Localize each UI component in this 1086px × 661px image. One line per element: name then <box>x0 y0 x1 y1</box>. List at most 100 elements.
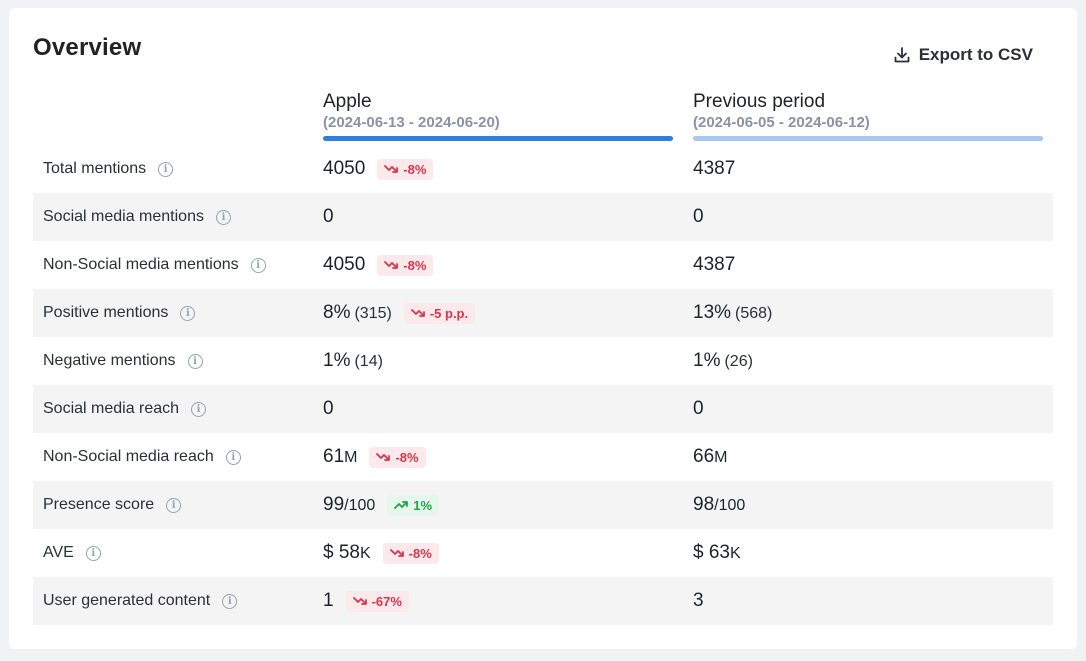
table-row: Positive mentions i 8% (315) -5 p.p. 13% (568) <box>33 289 1053 337</box>
column-header-current: Apple (2024-06-13 - 2024-06-20) <box>323 91 673 141</box>
previous-value: 4387 <box>693 158 735 180</box>
current-value-unit: K <box>359 545 371 562</box>
info-icon[interactable]: i <box>215 209 231 225</box>
previous-value-main: 4387 <box>693 254 736 275</box>
current-value: 4050 <box>323 158 365 180</box>
metric-label: Non-Social media mentions i <box>43 256 266 274</box>
info-icon[interactable]: i <box>191 401 207 417</box>
metric-label-text: Non-Social media reach <box>43 448 214 465</box>
download-icon <box>893 46 911 64</box>
trend-down-icon <box>384 164 399 174</box>
change-value: 1% <box>413 497 433 513</box>
previous-value: 0 <box>693 206 704 228</box>
table-row: User generated content i 1 -67% 3 <box>33 577 1053 625</box>
metrics-table: Total mentions i 4050 -8% 4387 Social media m… <box>33 145 1053 625</box>
previous-value-cell: 3 <box>693 590 704 612</box>
overview-card: Overview Export to CSV Apple (2024-06-13… <box>9 8 1077 649</box>
previous-value-main: 3 <box>693 590 704 611</box>
previous-value-cell: $ 63K <box>693 542 741 564</box>
current-value-main: 0 <box>323 398 334 419</box>
change-badge: -8% <box>369 446 426 468</box>
change-value: -8% <box>403 257 427 273</box>
metric-label: Social media reach i <box>43 400 207 418</box>
trend-up-icon <box>394 500 409 510</box>
column-name-current: Apple <box>323 91 372 112</box>
table-row: Negative mentions i 1% (14) 1% (26) <box>33 337 1053 385</box>
current-value-cell: 1% (14) <box>323 350 383 372</box>
current-value-main: 4050 <box>323 158 366 179</box>
info-icon[interactable]: i <box>158 161 174 177</box>
current-value-count: (14) <box>354 353 383 370</box>
trend-down-icon <box>376 452 391 462</box>
current-value: $ 58K <box>323 542 371 564</box>
previous-value: 0 <box>693 398 704 420</box>
metric-label-text: Positive mentions <box>43 304 169 321</box>
current-value-cell: 0 <box>323 398 334 420</box>
info-icon[interactable]: i <box>187 353 203 369</box>
change-badge: 1% <box>387 494 440 516</box>
current-value-cell: 99/100 1% <box>323 494 440 516</box>
metric-label: Social media mentions i <box>43 208 231 226</box>
current-value-cell: 61M -8% <box>323 446 426 468</box>
info-icon[interactable]: i <box>85 545 101 561</box>
table-row: Presence score i 99/100 1% 98/100 <box>33 481 1053 529</box>
previous-value-count: (568) <box>735 305 773 322</box>
metric-label: Non-Social media reach i <box>43 448 241 466</box>
metric-label-text: Presence score <box>43 496 155 513</box>
previous-value-unit: K <box>729 545 741 562</box>
trend-down-icon <box>384 260 399 270</box>
export-csv-button[interactable]: Export to CSV <box>893 45 1033 65</box>
info-icon[interactable]: i <box>180 305 196 321</box>
info-icon[interactable]: i <box>225 449 241 465</box>
trend-down-icon <box>410 308 425 318</box>
previous-value-main: 13% <box>693 302 732 323</box>
current-value-cell: 8% (315) -5 p.p. <box>323 302 476 324</box>
current-value-main: 1% <box>323 350 351 371</box>
previous-value-main: 0 <box>693 206 704 227</box>
current-value-main: 0 <box>323 206 334 227</box>
previous-value-main: 0 <box>693 398 704 419</box>
previous-value-cell: 0 <box>693 398 704 420</box>
current-value-main: 61 <box>323 446 345 467</box>
metric-label-text: Social media mentions <box>43 208 204 225</box>
current-value-main: 4050 <box>323 254 366 275</box>
current-value: 61M <box>323 446 357 468</box>
previous-value-cell: 0 <box>693 206 704 228</box>
current-value: 1% (14) <box>323 350 383 372</box>
change-badge: -8% <box>377 158 434 180</box>
metric-label-text: AVE <box>43 544 74 561</box>
metric-label-text: Social media reach <box>43 400 180 417</box>
current-value-unit: M <box>344 449 358 466</box>
current-value-main: 1 <box>323 590 334 611</box>
trend-down-icon <box>389 548 404 558</box>
table-row: Total mentions i 4050 -8% 4387 <box>33 145 1053 193</box>
change-value: -8% <box>403 161 427 177</box>
previous-value: 66M <box>693 446 727 468</box>
previous-value-main: 1% <box>693 350 721 371</box>
table-row: Non-Social media mentions i 4050 -8% 4387 <box>33 241 1053 289</box>
current-value-unit: /100 <box>344 497 376 514</box>
previous-value: 4387 <box>693 254 735 276</box>
info-icon[interactable]: i <box>250 257 266 273</box>
metric-label: Positive mentions i <box>43 304 196 322</box>
current-value: 0 <box>323 206 334 228</box>
previous-value-cell: 4387 <box>693 254 735 276</box>
current-value-count: (315) <box>354 305 392 322</box>
column-dates-previous: (2024-06-05 - 2024-06-12) <box>693 114 870 131</box>
previous-value: $ 63K <box>693 542 741 564</box>
change-value: -8% <box>395 449 419 465</box>
current-value-cell: 4050 -8% <box>323 254 434 276</box>
metric-label-text: Negative mentions <box>43 352 176 369</box>
previous-value: 1% (26) <box>693 350 753 372</box>
metric-label: Negative mentions i <box>43 352 203 370</box>
export-csv-label: Export to CSV <box>918 45 1033 64</box>
current-value: 8% (315) <box>323 302 392 324</box>
info-icon[interactable]: i <box>166 497 182 513</box>
previous-value-cell: 4387 <box>693 158 735 180</box>
info-icon[interactable]: i <box>222 593 238 609</box>
change-badge: -5 p.p. <box>403 302 476 324</box>
metric-label-text: Total mentions <box>43 160 147 177</box>
column-color-bar-previous <box>693 136 1043 141</box>
table-row: Non-Social media reach i 61M -8% 66M <box>33 433 1053 481</box>
previous-value-cell: 13% (568) <box>693 302 772 324</box>
